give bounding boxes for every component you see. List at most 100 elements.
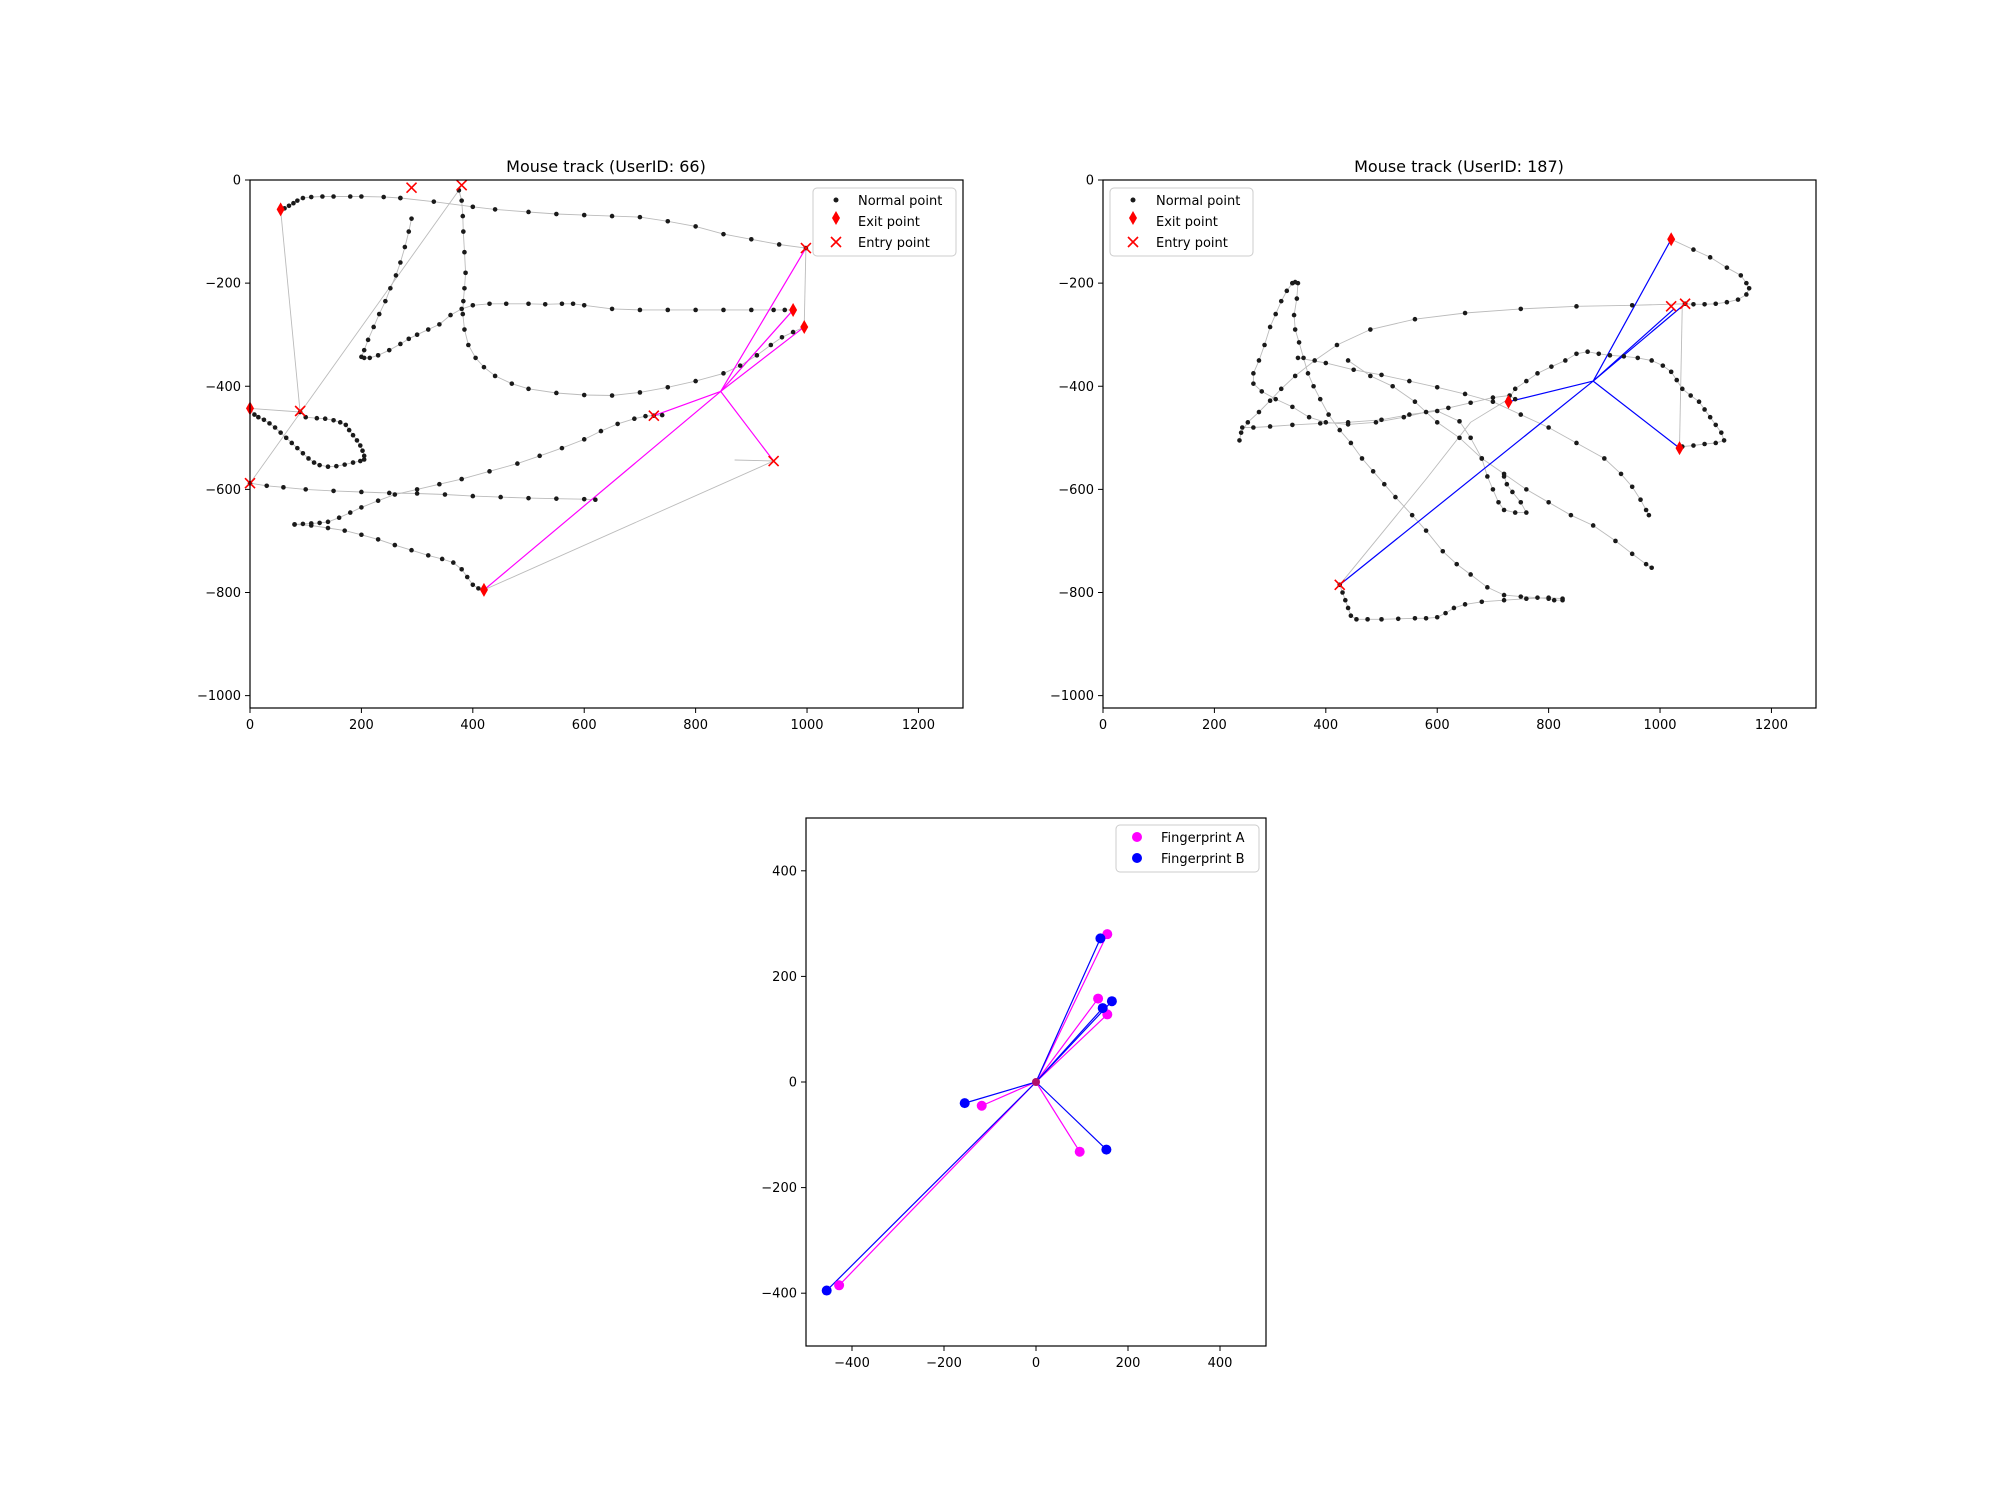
chart-user-187: Mouse track (UserID: 187) 0 200 400 600 800 1… xyxy=(1050,157,1817,733)
x-tick-label: 800 xyxy=(1536,718,1561,733)
normal-point xyxy=(1434,614,1440,620)
normal-point-swatch-187 xyxy=(1130,197,1136,203)
normal-point xyxy=(342,462,347,467)
x-tick-label: 0 xyxy=(1032,1356,1040,1371)
normal-point xyxy=(1546,499,1551,505)
normal-point xyxy=(1351,367,1356,373)
fingerprint-line xyxy=(1508,380,1594,403)
normal-point xyxy=(1680,386,1685,392)
fingerprint-line xyxy=(653,390,721,417)
normal-point xyxy=(498,494,503,500)
legend-box-187 xyxy=(1109,187,1254,257)
exit-point xyxy=(1667,232,1676,247)
normal-point xyxy=(1691,247,1696,252)
normal-point xyxy=(537,453,542,459)
track-gap-line xyxy=(1679,303,1683,449)
x-tick-label: 200 xyxy=(1116,1356,1141,1371)
normal-point xyxy=(361,457,367,462)
normal-point xyxy=(1696,399,1702,405)
normal-point xyxy=(1434,384,1440,390)
normal-point xyxy=(371,324,376,330)
normal-point xyxy=(1518,499,1524,505)
normal-point xyxy=(1412,615,1418,621)
fingerprint-vector-line xyxy=(1035,1013,1108,1083)
normal-point xyxy=(360,448,365,454)
entry-point xyxy=(1665,300,1677,312)
x-ticks-66: 0 200 400 600 800 1000 1200 xyxy=(246,708,935,733)
normal-point xyxy=(1535,371,1540,376)
normal-point xyxy=(359,489,364,495)
normal-point xyxy=(1596,351,1602,357)
legend-187: Normal point Exit point Entry point xyxy=(1109,187,1254,257)
normal-point xyxy=(1735,297,1741,302)
y-tick-label: 0 xyxy=(1086,174,1094,189)
normal-point xyxy=(1618,471,1624,477)
fingerprint-b-point xyxy=(1097,1003,1108,1014)
normal-point xyxy=(1301,355,1306,361)
normal-point xyxy=(281,485,286,490)
normal-point xyxy=(264,483,270,489)
normal-point xyxy=(1251,371,1256,376)
normal-point xyxy=(1323,360,1329,366)
legend-label-exit-187: Exit point xyxy=(1156,215,1218,230)
track-gap-line xyxy=(483,460,774,591)
normal-point xyxy=(1267,398,1273,403)
normal-point xyxy=(1278,298,1284,304)
entry-point xyxy=(1334,579,1346,591)
fingerprint-vector-line xyxy=(1035,1007,1104,1083)
normal-point xyxy=(414,487,420,492)
normal-point xyxy=(665,384,671,390)
normal-point xyxy=(1646,512,1652,518)
normal-point xyxy=(354,438,360,443)
normal-point xyxy=(1343,597,1348,603)
normal-point xyxy=(542,301,548,307)
normal-point xyxy=(665,307,671,313)
x-tick-label: 400 xyxy=(1208,1356,1233,1371)
normal-point xyxy=(1524,510,1529,515)
normal-point xyxy=(1563,358,1568,363)
normal-point xyxy=(487,301,492,307)
normal-point xyxy=(1423,409,1429,415)
fingerprint-b-point xyxy=(959,1098,970,1109)
normal-point xyxy=(375,353,381,358)
fingerprint-b-swatch xyxy=(1132,853,1142,863)
normal-point xyxy=(460,311,466,317)
normal-point xyxy=(409,216,414,221)
normal-point xyxy=(1490,399,1496,405)
x-ticks-fingerprint: −400 −200 0 200 400 xyxy=(834,1346,1232,1371)
normal-point xyxy=(252,412,257,417)
normal-point xyxy=(386,490,392,496)
normal-point xyxy=(461,298,466,304)
normal-point xyxy=(1462,310,1468,316)
normal-point xyxy=(1370,469,1376,474)
normal-point xyxy=(598,428,604,434)
normal-point xyxy=(1295,355,1301,361)
legend-label-normal-66: Normal point xyxy=(858,194,942,209)
normal-point xyxy=(581,496,587,502)
normal-point xyxy=(1549,364,1554,369)
normal-point xyxy=(361,347,367,353)
normal-point xyxy=(256,414,261,420)
fingerprint-b-point xyxy=(1095,933,1106,944)
normal-point xyxy=(1490,487,1496,492)
normal-point xyxy=(693,224,698,229)
normal-point xyxy=(1446,405,1451,411)
normal-point xyxy=(632,416,637,422)
fingerprint-line xyxy=(1339,380,1594,586)
normal-point xyxy=(1649,565,1654,571)
normal-point xyxy=(1312,358,1317,363)
legend-box-fingerprint xyxy=(1115,824,1260,873)
normal-point xyxy=(317,520,322,526)
normal-point xyxy=(1585,349,1590,355)
normal-point xyxy=(392,542,398,548)
normal-point xyxy=(459,476,464,482)
track-gap-line xyxy=(249,407,301,413)
exit-point xyxy=(1675,441,1684,456)
normal-point xyxy=(721,371,726,376)
normal-point xyxy=(1345,605,1351,611)
legend-label-fingerprint-a: Fingerprint A xyxy=(1161,831,1245,846)
exit-point-swatch-187 xyxy=(1129,211,1137,225)
normal-point xyxy=(308,523,314,528)
normal-point xyxy=(1457,435,1462,441)
